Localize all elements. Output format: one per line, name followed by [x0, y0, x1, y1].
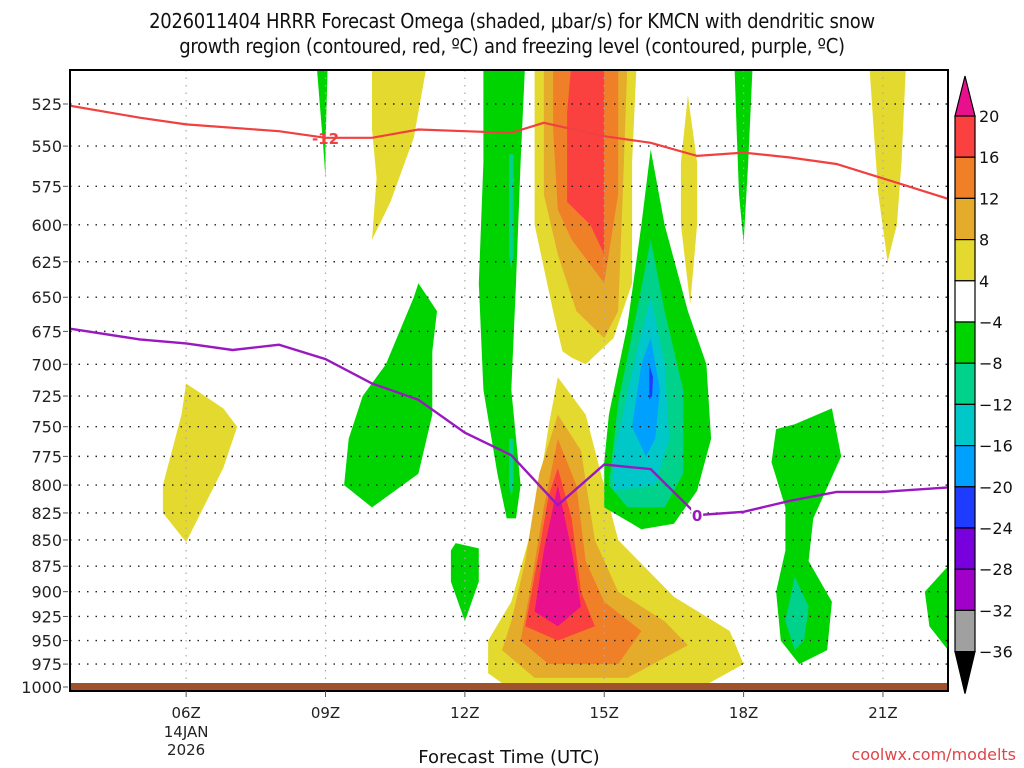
y-tick-label-600: 600 [31, 216, 62, 235]
y-tick-label-950: 950 [31, 632, 62, 651]
y-tick-label-650: 650 [31, 288, 62, 307]
colorbar-tick-label: −16 [979, 437, 1013, 456]
y-tick-label-675: 675 [31, 322, 62, 341]
y-tick-label-875: 875 [31, 557, 62, 576]
colorbar-box-6 [954, 321, 976, 364]
x-tick-label-15Z: 15Z [590, 704, 619, 722]
colorbar: 20 16 12 8 4 −4 −8 −12 −16 −20 −24 −28 −32 −36 [954, 75, 1013, 694]
colorbar-box-2 [954, 156, 976, 199]
x-tick-label-06Z: 06Z [171, 704, 200, 722]
omega-shading [162, 70, 948, 690]
y-tick-label-975: 975 [31, 655, 62, 674]
colorbar-box-7 [954, 362, 976, 406]
x-axis-title: Forecast Time (UTC) [418, 747, 599, 768]
dgz-contour-label: -12 [312, 130, 339, 148]
omega-shade-3 [344, 283, 437, 508]
contours: -12 0 [70, 104, 948, 525]
colorbar-box-10 [954, 486, 976, 529]
omega-shade-1 [317, 70, 328, 179]
x-tick-label-21Z: 21Z [868, 704, 897, 722]
plot-frame [69, 69, 949, 692]
y-tick-label-625: 625 [31, 253, 62, 272]
colorbar-box-12 [954, 568, 976, 612]
colorbar-bottom-arrow [954, 650, 976, 694]
freezing-level-contour-line [70, 327, 948, 517]
omega-shade-24 [771, 408, 842, 665]
colorbar-tick-label: −8 [979, 354, 1003, 373]
colorbar-box-4 [954, 239, 976, 282]
omega-shade-23 [734, 70, 753, 243]
y-tick-label-775: 775 [31, 447, 62, 466]
omega-shade-20 [632, 338, 660, 457]
y-axis: 525 550 575 600 625 650 675 700 725 750 775 800 825 8… [21, 95, 68, 697]
colorbar-tick-label: −24 [979, 519, 1013, 538]
colorbar-tick-label: −20 [979, 478, 1013, 497]
x-tick-label-18Z: 18Z [729, 704, 758, 722]
omega-shade-2 [372, 70, 426, 240]
y-tick-label-725: 725 [31, 387, 62, 406]
colorbar-box-8 [954, 403, 976, 447]
y-tick-label-700: 700 [31, 355, 62, 374]
colorbar-tick-label: −36 [979, 643, 1013, 662]
dgz-contour-line [70, 104, 948, 200]
y-tick-label-925: 925 [31, 607, 62, 626]
y-tick-label-900: 900 [31, 583, 62, 602]
colorbar-tick-label: −32 [979, 601, 1013, 620]
colorbar-box-11 [954, 527, 976, 570]
omega-shade-5 [509, 154, 514, 269]
colorbar-tick-label: −28 [979, 560, 1013, 579]
colorbar-tick-label: 16 [979, 148, 999, 167]
omega-shade-25 [785, 576, 809, 651]
colorbar-tick-label: 8 [979, 231, 989, 250]
omega-shade-7 [450, 543, 479, 622]
colorbar-tick-label: −12 [979, 395, 1013, 414]
chart-title-line-1: 2026011404 HRRR Forecast Omega (shaded, … [149, 9, 875, 33]
colorbar-tick-label: 4 [979, 272, 989, 291]
y-tick-label-550: 550 [31, 137, 62, 156]
y-tick-label-800: 800 [31, 476, 62, 495]
y-tick-label-1000: 1000 [21, 678, 62, 697]
omega-shade-11 [567, 70, 605, 255]
colorbar-top-arrow [954, 75, 976, 117]
omega-shade-21 [649, 364, 653, 400]
x-tick-label-09Z: 09Z [311, 704, 340, 722]
x-date-label-year: 2026 [167, 741, 205, 759]
omega-shade-16 [534, 485, 581, 627]
omega-shade-0 [162, 383, 238, 543]
colorbar-box-9 [954, 445, 976, 488]
y-tick-label-525: 525 [31, 95, 62, 114]
chart-title-line-2: growth region (contoured, red, ºC) and f… [179, 34, 845, 58]
x-date-label-day: 14JAN [164, 723, 209, 741]
credit-link[interactable]: coolwx.com/modelts [852, 745, 1016, 764]
y-tick-label-825: 825 [31, 504, 62, 523]
colorbar-tick-label: −4 [979, 313, 1003, 332]
colorbar-box-1 [954, 115, 976, 158]
y-tick-label-575: 575 [31, 177, 62, 196]
x-tick-label-12Z: 12Z [450, 704, 479, 722]
omega-shade-26 [869, 70, 906, 262]
y-tick-label-850: 850 [31, 531, 62, 550]
omega-shade-22 [680, 95, 698, 305]
colorbar-box-3 [954, 197, 976, 241]
colorbar-box-13 [954, 609, 976, 653]
terrain-surface [70, 683, 948, 691]
colorbar-tick-label: 20 [979, 107, 999, 126]
omega-shade-6 [509, 438, 514, 497]
y-tick-label-750: 750 [31, 418, 62, 437]
colorbar-tick-label: 12 [979, 189, 999, 208]
colorbar-box-5 [954, 280, 976, 323]
freezing-level-contour-label: 0 [692, 507, 702, 525]
omega-shade-27 [924, 566, 948, 651]
